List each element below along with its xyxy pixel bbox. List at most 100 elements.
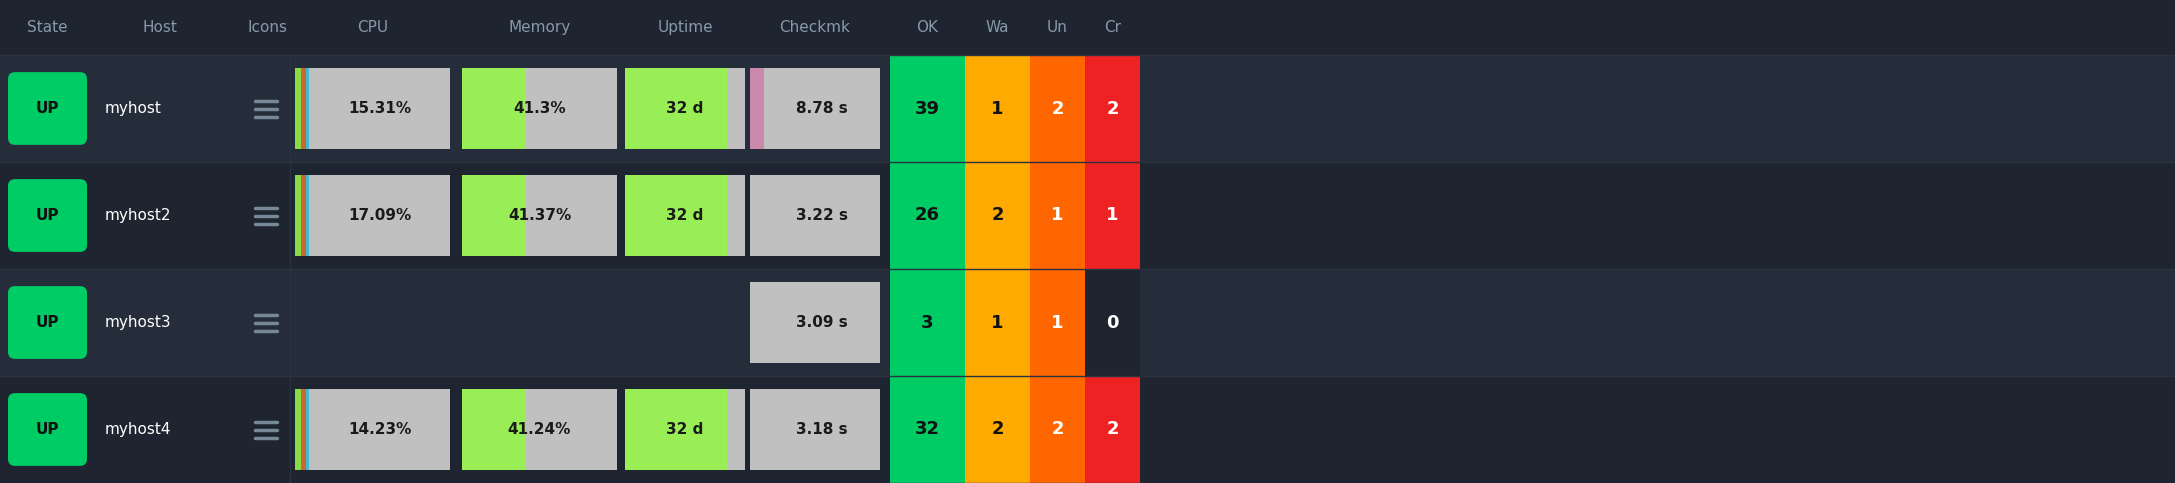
Bar bbox=[890, 55, 966, 162]
Bar bbox=[1031, 55, 1085, 162]
Text: 32: 32 bbox=[916, 421, 940, 439]
Text: 39: 39 bbox=[916, 99, 940, 117]
Bar bbox=[0, 269, 2175, 376]
Bar bbox=[0, 376, 2175, 483]
Bar bbox=[296, 68, 300, 149]
Bar bbox=[750, 175, 763, 256]
Text: 2: 2 bbox=[1107, 99, 1118, 117]
Text: UP: UP bbox=[35, 101, 59, 116]
Text: UP: UP bbox=[35, 208, 59, 223]
Bar bbox=[890, 376, 966, 483]
Bar bbox=[307, 175, 309, 256]
Bar bbox=[890, 162, 966, 269]
Text: 1: 1 bbox=[1107, 207, 1118, 225]
Bar bbox=[624, 389, 746, 470]
Bar bbox=[1031, 269, 1085, 376]
Text: Checkmk: Checkmk bbox=[779, 20, 850, 35]
Bar bbox=[307, 68, 309, 149]
Text: 32 d: 32 d bbox=[666, 101, 705, 116]
Text: 8.78 s: 8.78 s bbox=[796, 101, 848, 116]
Text: 2: 2 bbox=[1107, 421, 1118, 439]
Bar bbox=[966, 55, 1031, 162]
Text: 2: 2 bbox=[992, 207, 1003, 225]
Bar bbox=[750, 175, 881, 256]
Text: 2: 2 bbox=[992, 421, 1003, 439]
Bar bbox=[750, 389, 763, 470]
FancyBboxPatch shape bbox=[9, 393, 87, 466]
Text: myhost3: myhost3 bbox=[104, 315, 172, 330]
Bar bbox=[461, 389, 526, 470]
Bar bbox=[624, 175, 726, 256]
Bar bbox=[966, 376, 1031, 483]
Text: Un: Un bbox=[1046, 20, 1068, 35]
Text: 32 d: 32 d bbox=[666, 208, 705, 223]
Text: 0: 0 bbox=[1107, 313, 1118, 331]
Bar bbox=[624, 389, 726, 470]
Bar bbox=[461, 68, 526, 149]
Bar bbox=[1085, 269, 1140, 376]
Bar bbox=[300, 68, 307, 149]
Text: State: State bbox=[26, 20, 67, 35]
Text: 14.23%: 14.23% bbox=[348, 422, 411, 437]
Bar bbox=[300, 175, 307, 256]
Bar bbox=[0, 162, 2175, 269]
Text: Wa: Wa bbox=[985, 20, 1009, 35]
Text: myhost4: myhost4 bbox=[104, 422, 172, 437]
Bar bbox=[307, 389, 309, 470]
FancyBboxPatch shape bbox=[9, 286, 87, 359]
Bar bbox=[1031, 162, 1085, 269]
Text: Memory: Memory bbox=[509, 20, 570, 35]
Text: CPU: CPU bbox=[357, 20, 387, 35]
Bar bbox=[0, 55, 2175, 162]
Text: UP: UP bbox=[35, 422, 59, 437]
Text: 3: 3 bbox=[922, 313, 933, 331]
Bar bbox=[296, 68, 450, 149]
Bar bbox=[300, 389, 307, 470]
Bar bbox=[624, 68, 746, 149]
Text: Host: Host bbox=[144, 20, 178, 35]
Text: myhost: myhost bbox=[104, 101, 161, 116]
Text: 1: 1 bbox=[992, 313, 1003, 331]
Text: 3.22 s: 3.22 s bbox=[796, 208, 848, 223]
Bar bbox=[296, 175, 450, 256]
Text: 26: 26 bbox=[916, 207, 940, 225]
FancyBboxPatch shape bbox=[9, 72, 87, 145]
Text: 41.3%: 41.3% bbox=[513, 101, 566, 116]
Bar bbox=[296, 389, 300, 470]
Bar bbox=[296, 175, 300, 256]
Text: OK: OK bbox=[916, 20, 937, 35]
Text: 15.31%: 15.31% bbox=[348, 101, 411, 116]
Bar bbox=[296, 389, 450, 470]
Text: 3.18 s: 3.18 s bbox=[796, 422, 848, 437]
Text: Uptime: Uptime bbox=[657, 20, 713, 35]
Bar bbox=[1085, 162, 1140, 269]
Text: 2: 2 bbox=[1051, 421, 1064, 439]
Bar bbox=[750, 68, 763, 149]
Bar bbox=[750, 389, 881, 470]
Bar bbox=[966, 269, 1031, 376]
Bar bbox=[1085, 55, 1140, 162]
Bar bbox=[461, 68, 618, 149]
Text: myhost2: myhost2 bbox=[104, 208, 172, 223]
Text: 41.37%: 41.37% bbox=[509, 208, 572, 223]
Bar bbox=[461, 175, 526, 256]
Text: 1: 1 bbox=[1051, 207, 1064, 225]
Bar bbox=[750, 282, 881, 363]
Text: 17.09%: 17.09% bbox=[348, 208, 411, 223]
Bar bbox=[966, 162, 1031, 269]
Text: 32 d: 32 d bbox=[666, 422, 705, 437]
Text: Icons: Icons bbox=[248, 20, 287, 35]
Text: 1: 1 bbox=[992, 99, 1003, 117]
FancyBboxPatch shape bbox=[9, 179, 87, 252]
Bar bbox=[890, 269, 966, 376]
Text: UP: UP bbox=[35, 315, 59, 330]
Text: 41.24%: 41.24% bbox=[507, 422, 572, 437]
Bar bbox=[750, 282, 763, 363]
Bar bbox=[1085, 376, 1140, 483]
Bar bbox=[750, 68, 881, 149]
Bar bbox=[624, 175, 746, 256]
Text: Cr: Cr bbox=[1105, 20, 1120, 35]
Bar bbox=[461, 389, 618, 470]
Bar bbox=[461, 175, 618, 256]
Text: 3.09 s: 3.09 s bbox=[796, 315, 848, 330]
